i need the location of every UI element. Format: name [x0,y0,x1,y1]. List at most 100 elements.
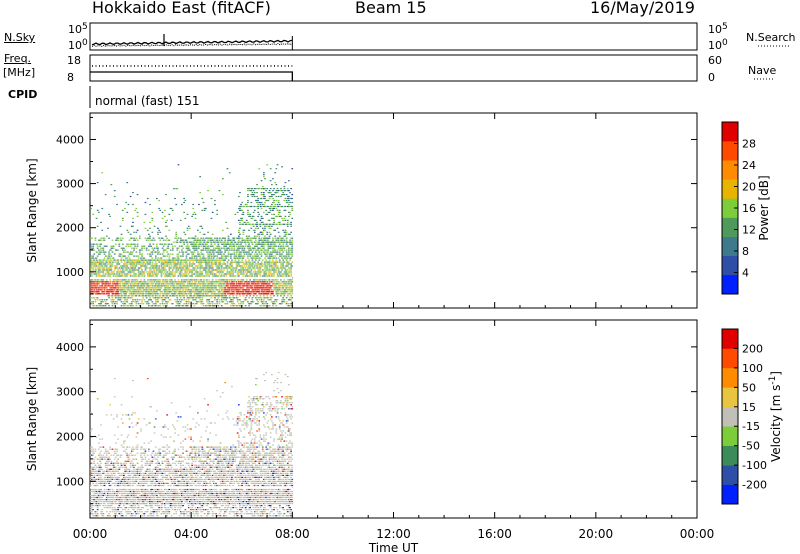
power-cell [291,237,294,239]
power-cell [211,263,214,265]
power-cell [222,263,224,265]
power-cell [189,279,191,281]
power-cell [184,259,187,261]
power-cell [250,293,253,295]
power-cell [285,275,288,277]
velocity-cell [95,478,98,480]
power-cell [273,249,275,251]
power-cell [218,279,221,281]
power-cell [236,247,239,249]
power-cell [194,265,197,267]
power-cell [148,263,150,265]
power-cell [185,263,188,265]
power-cell [129,273,132,275]
power-cell [168,283,171,285]
power-cell [226,271,229,273]
power-cell [101,305,104,307]
power-cell [271,194,273,196]
power-cell [219,293,222,295]
power-cell [126,275,129,277]
power-cell [268,271,271,273]
power-cell [156,287,158,289]
power-cell [102,291,105,293]
velocity-cell [113,509,116,511]
velocity-cell [108,480,110,482]
power-cell [230,271,232,273]
velocity-cell [93,458,96,460]
power-cell [230,273,232,275]
power-cell [149,289,151,291]
power-cell [143,245,146,247]
power-cell [207,261,209,263]
power-cell [243,247,246,249]
power-cell [116,267,118,269]
power-cell [187,273,190,275]
velocity-cell [95,484,98,487]
power-cell [235,267,238,269]
power-cell [124,275,126,277]
power-cell [222,194,224,196]
power-cell [102,261,105,263]
power-cell [261,245,264,247]
power-cell [263,195,265,198]
power-cell [271,255,273,257]
power-cell [231,275,233,277]
power-cell [134,279,137,281]
power-cell [283,239,286,241]
power-cell [215,285,217,287]
power-cell [190,275,192,277]
power-cell [140,285,142,287]
power-cell [120,271,123,273]
power-cell [133,287,135,289]
power-cell [281,265,283,267]
power-cell [223,281,225,283]
power-cell [211,305,214,307]
velocity-cell [92,503,94,505]
power-cell [120,291,123,293]
power-cell [264,305,266,307]
power-cell [285,281,288,283]
velocity-cell [96,503,99,505]
power-cell [272,178,274,180]
power-cell [192,253,195,255]
power-cell [109,267,111,269]
power-cell [198,243,200,245]
power-cell [260,231,263,233]
power-cell [210,273,213,275]
power-cell [242,223,245,225]
power-cell [238,245,240,247]
power-cell [176,255,179,257]
power-cell [116,289,118,291]
power-cell [178,299,181,301]
power-cell [158,305,160,307]
power-cell [165,275,167,277]
power-cell [266,233,269,235]
power-cell [189,257,191,259]
power-cell [238,207,240,210]
power-cell [260,241,263,243]
power-cell [209,285,212,287]
power-cell [239,269,241,271]
power-cell [233,247,236,249]
power-cell [201,197,204,200]
power-cell [111,251,114,253]
velocity-cell [109,458,111,460]
power-cell [157,293,159,295]
power-cell [126,297,129,299]
power-cell [259,243,262,245]
power-cell [187,281,190,283]
power-cell [177,261,180,263]
power-cell [218,257,221,259]
power-cell [257,281,259,283]
power-cell [271,251,273,253]
power-cell [269,287,272,289]
power-cell [205,287,207,289]
power-cell [150,255,152,257]
power-cell [206,273,208,275]
power-cell [173,188,175,190]
power-cell [236,261,239,263]
power-cell [291,255,294,257]
power-cell [142,261,145,263]
power-cell [245,251,248,253]
power-cell [239,247,241,249]
